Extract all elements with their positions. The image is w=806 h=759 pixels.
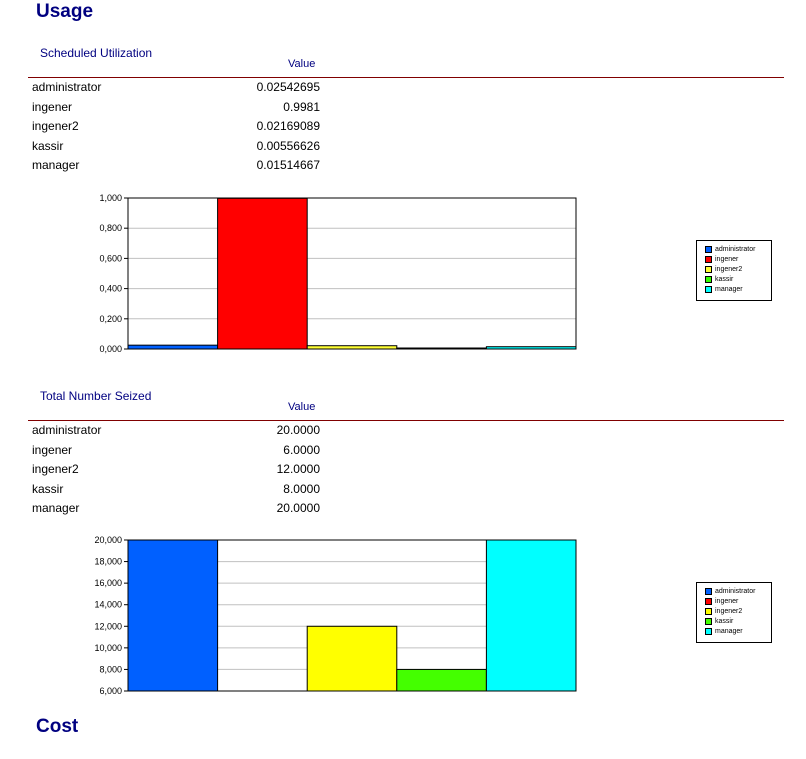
resource-name: manager	[32, 501, 80, 515]
seized-chart: 6,000 8,000 10,000 12,000 14,000 16,000 18,000…	[94, 535, 577, 696]
header-rule	[28, 420, 784, 421]
resource-name: ingener2	[32, 119, 79, 133]
y-tick-label: 14,000	[94, 600, 122, 610]
y-tick-label: 16,000	[94, 578, 122, 588]
legend-swatch	[705, 275, 712, 283]
resource-value: 12.0000	[276, 462, 320, 476]
table-row: manager 20.0000	[32, 501, 320, 521]
resource-value: 0.02542695	[256, 80, 320, 94]
table-row: administrator 0.02542695	[32, 80, 320, 100]
legend-item: administrator	[705, 245, 771, 255]
resource-name: kassir	[32, 139, 64, 153]
legend-swatch	[705, 265, 712, 273]
legend-label: ingener2	[715, 266, 743, 273]
legend-label: kassir	[715, 276, 734, 283]
header-rule	[28, 77, 784, 78]
legend-label: ingener	[715, 256, 739, 263]
seized-legend: administrator ingener ingener2 kassir ma…	[696, 582, 772, 643]
bar-ingener	[217, 197, 308, 350]
legend-item: manager	[705, 285, 771, 295]
legend-label: administrator	[715, 588, 756, 595]
legend-item: ingener	[705, 597, 771, 607]
bar-administrator	[127, 539, 219, 692]
legend-swatch	[705, 255, 712, 263]
legend-swatch	[705, 627, 712, 635]
legend-swatch	[705, 587, 712, 595]
legend-label: kassir	[715, 618, 734, 625]
y-tick-label: 18,000	[94, 557, 122, 567]
table-row: kassir 8.0000	[32, 482, 320, 502]
resource-name: administrator	[32, 423, 102, 437]
legend-item: administrator	[705, 587, 771, 597]
resource-value: 0.9981	[283, 100, 320, 114]
legend-label: ingener	[715, 598, 739, 605]
table-row: ingener 0.9981	[32, 100, 320, 120]
y-tick-label: 12,000	[94, 621, 122, 631]
legend-swatch	[705, 597, 712, 605]
y-tick-label: 10,000	[94, 643, 122, 653]
value-column-header: Value	[288, 58, 316, 70]
y-tick-label: 0,200	[99, 314, 122, 324]
table-row: ingener 6.0000	[32, 443, 320, 463]
usage-heading: Usage	[36, 1, 94, 22]
table-row: administrator 20.0000	[32, 423, 320, 443]
legend-label: ingener2	[715, 608, 743, 615]
resource-value: 0.00556626	[256, 139, 320, 153]
legend-swatch	[705, 617, 712, 625]
y-tick-label: 0,800	[99, 223, 122, 233]
legend-swatch	[705, 285, 712, 293]
resource-name: administrator	[32, 80, 102, 94]
legend-label: administrator	[715, 246, 756, 253]
resource-value: 20.0000	[276, 423, 320, 437]
resource-value: 20.0000	[276, 501, 320, 515]
y-tick-label: 0,000	[99, 344, 122, 354]
bar-ingener2	[306, 625, 398, 692]
value-column-header: Value	[288, 401, 316, 413]
legend-item: ingener2	[705, 607, 771, 617]
table-row: kassir 0.00556626	[32, 139, 320, 159]
y-tick-label: 0,600	[99, 253, 122, 263]
legend-swatch	[705, 245, 712, 253]
legend-swatch	[705, 607, 712, 615]
resource-value: 0.01514667	[256, 158, 320, 172]
table-row: ingener2 12.0000	[32, 462, 320, 482]
section-title-total-number-seized: Total Number Seized	[40, 389, 152, 403]
legend-item: ingener2	[705, 265, 771, 275]
resource-name: ingener	[32, 100, 73, 114]
legend-label: manager	[715, 628, 743, 635]
y-tick-label: 0,400	[99, 284, 122, 294]
utilization-legend: administrator ingener ingener2 kassir ma…	[696, 240, 772, 301]
cost-heading: Cost	[36, 716, 79, 737]
table-row: ingener2 0.02169089	[32, 119, 320, 139]
plot-border	[127, 539, 577, 692]
section-title-scheduled-utilization: Scheduled Utilization	[40, 46, 153, 60]
resource-name: ingener2	[32, 462, 79, 476]
utilization-chart: 0,000 0,200 0,400 0,600 0,800 1,000	[99, 193, 577, 354]
resource-name: manager	[32, 158, 80, 172]
legend-label: manager	[715, 286, 743, 293]
legend-item: manager	[705, 627, 771, 637]
legend-item: kassir	[705, 275, 771, 285]
y-tick-label: 1,000	[99, 193, 122, 203]
y-tick-label: 20,000	[94, 535, 122, 545]
resource-name: kassir	[32, 482, 64, 496]
table-row: manager 0.01514667	[32, 158, 320, 178]
legend-item: ingener	[705, 255, 771, 265]
plot-border	[127, 197, 577, 350]
resource-value: 0.02169089	[256, 119, 320, 133]
plot-area	[128, 198, 576, 349]
y-tick-label: 8,000	[99, 664, 122, 674]
legend-item: kassir	[705, 617, 771, 627]
resource-value: 8.0000	[283, 482, 320, 496]
resource-value: 6.0000	[283, 443, 320, 457]
bar-administrator	[127, 344, 219, 350]
resource-name: ingener	[32, 443, 73, 457]
bar-manager	[485, 539, 577, 692]
y-tick-label: 6,000	[99, 686, 122, 696]
bar-kassir	[396, 668, 487, 692]
